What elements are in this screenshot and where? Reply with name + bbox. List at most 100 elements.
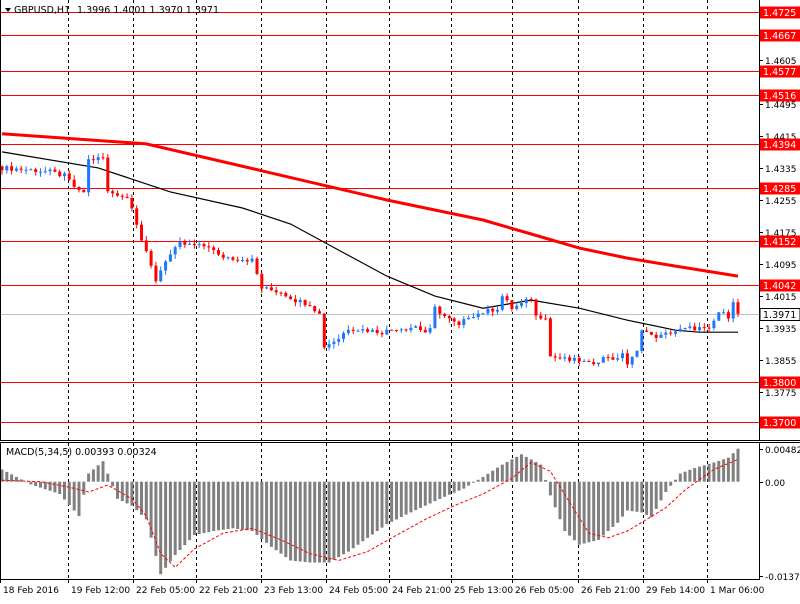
macd-bar xyxy=(572,481,576,541)
macd-bar xyxy=(717,460,721,482)
level-label: 1.4042 xyxy=(763,281,796,292)
candle-body xyxy=(664,332,668,335)
candle-body xyxy=(125,196,129,198)
macd-bar xyxy=(500,464,504,482)
candle-body xyxy=(582,361,586,362)
level-label: 1.3800 xyxy=(763,378,796,389)
macd-bar xyxy=(597,481,600,540)
candle-body xyxy=(96,157,100,161)
candle-body xyxy=(361,329,365,331)
macd-bar xyxy=(72,481,76,511)
macd-header: MACD(5,34,5) 0.00393 0.00324 xyxy=(6,447,157,458)
macd-bar xyxy=(149,481,153,538)
candle-body xyxy=(337,338,341,342)
macd-bar xyxy=(712,462,716,482)
time-label: 26 Feb 05:00 xyxy=(515,586,574,596)
macd-bar xyxy=(39,481,42,488)
axis-tick-label: 1.4175 xyxy=(765,229,797,239)
macd-axis-label: 0.00482 xyxy=(765,446,800,456)
macd-bar xyxy=(520,454,523,482)
macd-bar xyxy=(318,481,321,563)
candle-body xyxy=(654,334,658,338)
macd-bar xyxy=(346,481,350,552)
macd-bar xyxy=(399,481,403,517)
time-label: 24 Feb 21:00 xyxy=(392,586,451,596)
macd-bar xyxy=(106,473,110,482)
macd-bar xyxy=(120,481,124,502)
axis-tick-label: 1.4015 xyxy=(765,293,797,303)
macd-bar xyxy=(544,480,548,482)
macd-bar xyxy=(178,481,182,550)
candle-body xyxy=(135,208,139,225)
macd-signal-line xyxy=(1,459,739,569)
macd-panel[interactable]: 0.00482 0.00 -0.0137 MACD(5,34,5) 0.00393 … xyxy=(0,443,800,583)
macd-bar xyxy=(669,481,673,486)
candle-body xyxy=(698,327,701,331)
price-axis-ticks: 1.4605 1.4495 1.4415 1.4335 1.4255 1.4175 1.40… xyxy=(760,57,797,399)
level-label: 1.4516 xyxy=(763,91,796,102)
macd-bar xyxy=(582,481,586,544)
macd-bar xyxy=(332,481,336,560)
macd-bar xyxy=(447,481,451,495)
macd-bar xyxy=(601,481,605,536)
macd-bar xyxy=(342,481,345,555)
candle-body xyxy=(722,312,726,314)
candle-body xyxy=(476,313,480,317)
candle-body xyxy=(120,195,124,197)
candle-body xyxy=(63,173,66,177)
axis-tick-label: 1.4415 xyxy=(765,133,797,143)
candle-body xyxy=(318,311,321,314)
candle-body xyxy=(659,334,663,338)
candle-body xyxy=(159,270,163,282)
candle-body xyxy=(380,333,384,335)
level-label-box xyxy=(760,376,800,389)
symbol-label: GBPUSD,H1 xyxy=(14,5,70,16)
macd-bar xyxy=(635,481,639,512)
macd-bar xyxy=(135,481,139,511)
axis-tick-label: 1.4255 xyxy=(765,197,797,207)
macd-bar xyxy=(486,473,490,482)
price-level-lines xyxy=(0,12,760,423)
macd-bar xyxy=(568,481,572,536)
macd-bar xyxy=(688,469,692,482)
candle-body xyxy=(279,292,283,294)
candle-body xyxy=(630,356,634,365)
macd-bar xyxy=(462,481,466,489)
candle-body xyxy=(669,332,673,334)
candle-body xyxy=(395,329,398,331)
macd-bar xyxy=(731,453,735,482)
time-axis: 18 Feb 2016 19 Feb 12:00 22 Feb 05:00 22 Fe… xyxy=(0,579,765,596)
time-label: 22 Feb 21:00 xyxy=(199,586,258,596)
macd-bar xyxy=(471,481,475,483)
macd-bar xyxy=(260,481,264,539)
macd-bar xyxy=(173,481,177,555)
level-label: 1.4725 xyxy=(763,8,796,19)
macd-bar xyxy=(154,481,158,556)
macd-bar xyxy=(322,481,326,563)
price-panel[interactable]: 1.4605 1.4495 1.4415 1.4335 1.4255 1.4175 1.40… xyxy=(0,0,800,443)
macd-bar xyxy=(212,481,216,531)
macd-bar xyxy=(428,481,432,504)
candle-body xyxy=(332,341,336,345)
candle-body xyxy=(255,258,259,274)
dropdown-arrow-icon[interactable] xyxy=(5,8,11,12)
macd-bar xyxy=(217,481,220,531)
ma-fast-line xyxy=(1,151,738,333)
candle-body xyxy=(140,224,143,241)
macd-bar xyxy=(164,481,168,568)
candle-body xyxy=(385,329,389,335)
macd-bar xyxy=(385,481,389,525)
candle-body xyxy=(91,159,95,161)
candle-body xyxy=(164,261,168,271)
candle-body xyxy=(486,308,490,314)
candle-body xyxy=(674,331,677,334)
time-label: 23 Feb 13:00 xyxy=(264,586,323,596)
price-vertical-grid xyxy=(68,0,708,440)
macd-bar xyxy=(563,481,567,531)
macd-bar xyxy=(221,481,225,530)
chart-header[interactable]: GBPUSD,H1 1.3996 1.4001 1.3970 1.3971 xyxy=(5,5,219,16)
macd-bar xyxy=(515,456,519,482)
macd-bar xyxy=(698,466,701,482)
